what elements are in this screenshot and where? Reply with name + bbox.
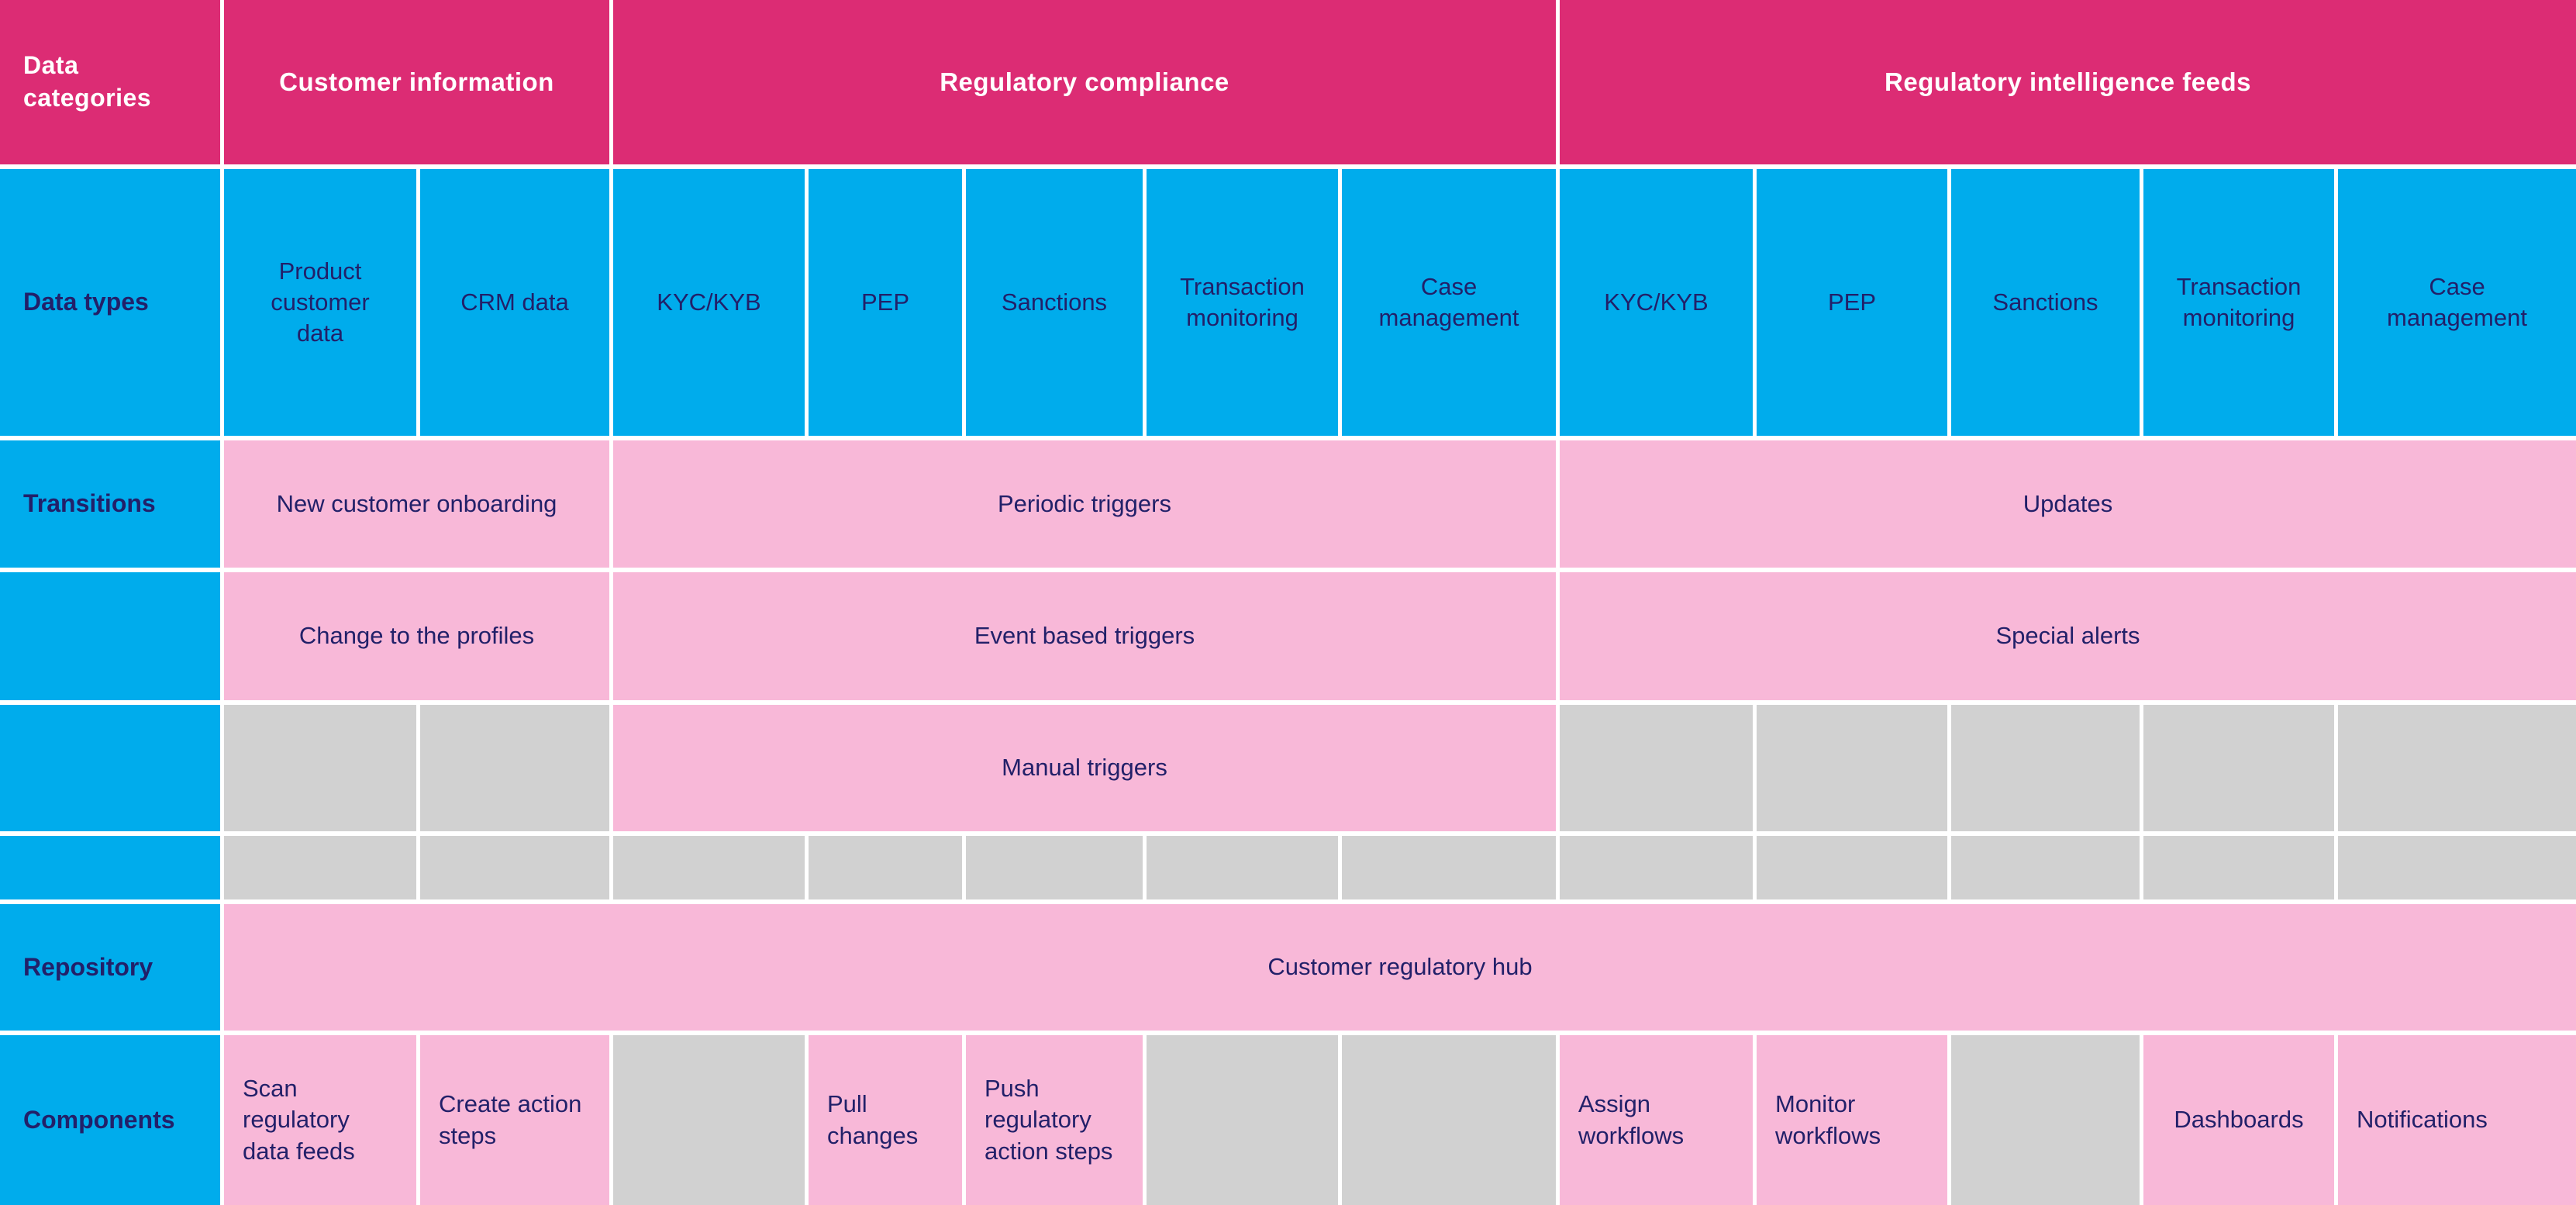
empty-cell-components-transaction-monitoring-compliance (1147, 1035, 1338, 1205)
empty-cell-sanctions-feeds-manual (1951, 705, 2140, 831)
empty-spacer-cell-3 (613, 836, 805, 899)
cell-customer-regulatory-hub: Customer regulatory hub (224, 904, 2576, 1031)
cell-scan-regulatory-data-feeds: Scan regulatory data feeds (224, 1035, 416, 1205)
empty-spacer-cell-2 (420, 836, 609, 899)
row-label-transitions-spacer-3 (0, 836, 220, 899)
empty-spacer-cell-10 (1951, 836, 2140, 899)
empty-spacer-cell-12 (2338, 836, 2576, 899)
cell-periodic-triggers: Periodic triggers (613, 440, 1556, 568)
empty-spacer-cell-1 (224, 836, 416, 899)
empty-cell-components-kyc-kyb-compliance (613, 1035, 805, 1205)
cell-create-action-steps: Create action steps (420, 1035, 609, 1205)
cell-new-customer-onboarding: New customer onboarding (224, 440, 609, 568)
empty-spacer-cell-7 (1342, 836, 1556, 899)
cell-kyc-kyb-compliance: KYC/KYB (613, 169, 805, 436)
cell-crm-data: CRM data (420, 169, 609, 436)
empty-cell-kyc-kyb-feeds-manual (1560, 705, 1753, 831)
empty-spacer-cell-6 (1147, 836, 1338, 899)
empty-cell-components-case-management-compliance (1342, 1035, 1556, 1205)
header-regulatory-compliance: Regulatory compliance (613, 0, 1556, 164)
cell-transaction-monitoring-feeds: Transaction monitoring (2143, 169, 2334, 436)
cell-event-based-triggers: Event based triggers (613, 572, 1556, 700)
empty-spacer-cell-5 (966, 836, 1143, 899)
row-label-transitions-spacer-2 (0, 705, 220, 831)
cell-pull-changes: Pull changes (809, 1035, 962, 1205)
empty-cell-transaction-monitoring-feeds-manual (2143, 705, 2334, 831)
empty-cell-components-sanctions-feeds (1951, 1035, 2140, 1205)
cell-manual-triggers: Manual triggers (613, 705, 1556, 831)
row-label-transitions: Transitions (0, 440, 220, 568)
cell-pep-compliance: PEP (809, 169, 962, 436)
cell-pep-feeds: PEP (1757, 169, 1947, 436)
cell-case-management-compliance: Case management (1342, 169, 1556, 436)
cell-special-alerts: Special alerts (1560, 572, 2576, 700)
cell-monitor-workflows: Monitor workflows (1757, 1035, 1947, 1205)
cell-change-to-the-profiles: Change to the profiles (224, 572, 609, 700)
empty-cell-case-management-feeds-manual (2338, 705, 2576, 831)
empty-cell-pep-feeds-manual (1757, 705, 1947, 831)
cell-product-customer-data: Product customer data (224, 169, 416, 436)
row-label-transitions-spacer-1 (0, 572, 220, 700)
cell-updates: Updates (1560, 440, 2576, 568)
row-label-repository: Repository (0, 904, 220, 1031)
row-label-components: Components (0, 1035, 220, 1205)
header-data-categories: Data categories (0, 0, 220, 164)
cell-transaction-monitoring-compliance: Transaction monitoring (1147, 169, 1338, 436)
cell-notifications: Notifications (2338, 1035, 2576, 1205)
cell-assign-workflows: Assign workflows (1560, 1035, 1753, 1205)
cell-kyc-kyb-feeds: KYC/KYB (1560, 169, 1753, 436)
empty-spacer-cell-9 (1757, 836, 1947, 899)
cell-push-regulatory-action-steps: Push regulatory action steps (966, 1035, 1143, 1205)
empty-cell-crm-data-manual (420, 705, 609, 831)
empty-spacer-cell-4 (809, 836, 962, 899)
cell-sanctions-compliance: Sanctions (966, 169, 1143, 436)
row-label-data-types: Data types (0, 169, 220, 436)
cell-case-management-feeds: Case management (2338, 169, 2576, 436)
empty-cell-product-customer-data-manual (224, 705, 416, 831)
cell-dashboards: Dashboards (2143, 1035, 2334, 1205)
empty-spacer-cell-11 (2143, 836, 2334, 899)
cell-sanctions-feeds: Sanctions (1951, 169, 2140, 436)
empty-spacer-cell-8 (1560, 836, 1753, 899)
header-customer-information: Customer information (224, 0, 609, 164)
header-regulatory-intelligence-feeds: Regulatory intelligence feeds (1560, 0, 2576, 164)
